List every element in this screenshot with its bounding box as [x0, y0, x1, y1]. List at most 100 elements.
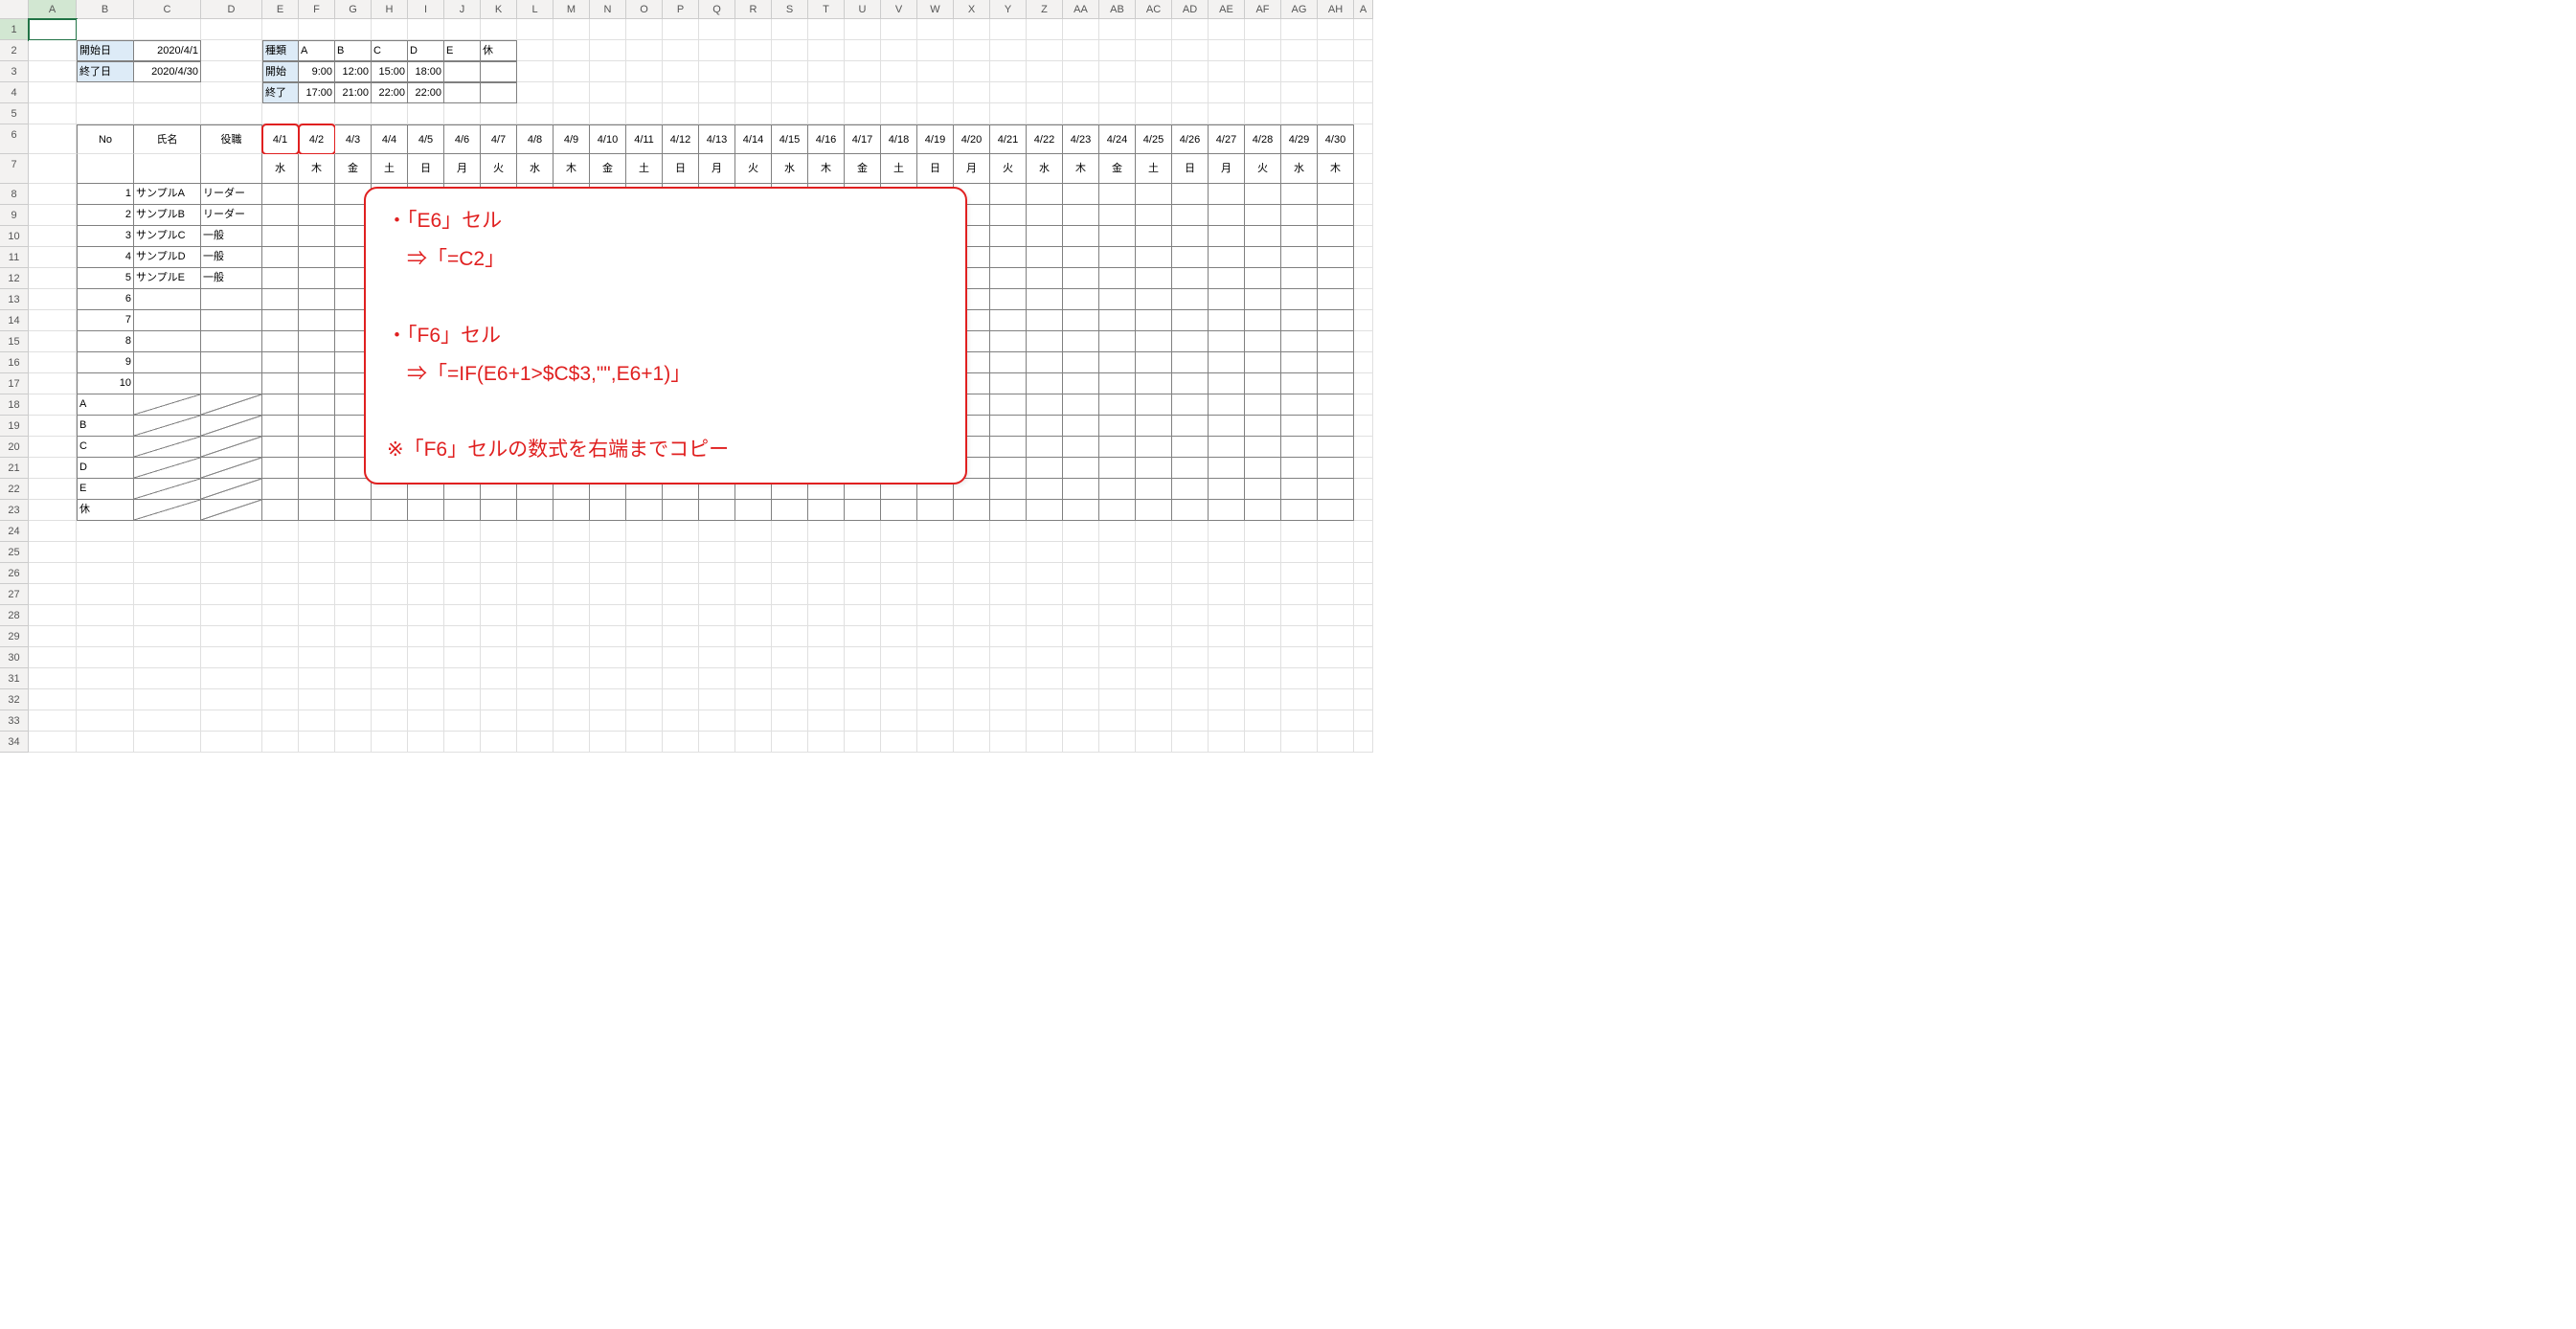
cell[interactable]	[1027, 437, 1063, 458]
cell[interactable]	[990, 310, 1027, 331]
cell[interactable]	[1209, 710, 1245, 732]
cell[interactable]	[77, 82, 134, 103]
cell[interactable]	[134, 437, 201, 458]
cell[interactable]	[1354, 103, 1373, 124]
cell[interactable]	[1172, 479, 1209, 500]
cell[interactable]	[772, 542, 808, 563]
cell[interactable]	[262, 668, 299, 689]
cell[interactable]	[201, 373, 262, 394]
cell[interactable]	[134, 82, 201, 103]
cell[interactable]	[917, 710, 954, 732]
cell[interactable]	[1245, 82, 1281, 103]
cell[interactable]	[990, 289, 1027, 310]
cell[interactable]: 役職	[201, 124, 262, 154]
cell[interactable]	[1099, 542, 1136, 563]
cell[interactable]	[481, 19, 517, 40]
cell[interactable]	[77, 521, 134, 542]
cell[interactable]	[1172, 184, 1209, 205]
cell[interactable]	[590, 668, 626, 689]
cell[interactable]	[372, 689, 408, 710]
cell[interactable]	[517, 61, 554, 82]
cell[interactable]	[1354, 732, 1373, 753]
cell[interactable]	[1027, 61, 1063, 82]
cell[interactable]	[772, 605, 808, 626]
cell[interactable]	[1318, 205, 1354, 226]
cell[interactable]	[881, 103, 917, 124]
cell[interactable]	[1063, 647, 1099, 668]
cell[interactable]	[845, 103, 881, 124]
cell[interactable]	[444, 82, 481, 103]
cell[interactable]	[1209, 19, 1245, 40]
cell[interactable]	[481, 61, 517, 82]
cell[interactable]	[335, 19, 372, 40]
col-header[interactable]: W	[917, 0, 954, 19]
cell[interactable]	[517, 40, 554, 61]
cell[interactable]	[1245, 605, 1281, 626]
cell[interactable]	[335, 732, 372, 753]
cell[interactable]	[1209, 458, 1245, 479]
cell[interactable]	[1027, 479, 1063, 500]
cell[interactable]	[735, 626, 772, 647]
cell[interactable]	[1136, 310, 1172, 331]
cell[interactable]	[299, 605, 335, 626]
cell[interactable]	[663, 40, 699, 61]
cell[interactable]	[134, 605, 201, 626]
cell[interactable]	[299, 437, 335, 458]
cell[interactable]	[134, 103, 201, 124]
cell[interactable]: 氏名	[134, 124, 201, 154]
row-header[interactable]: 1	[0, 19, 29, 40]
cell[interactable]	[134, 689, 201, 710]
cell[interactable]	[262, 563, 299, 584]
cell[interactable]	[1063, 500, 1099, 521]
cell[interactable]: 4/15	[772, 124, 808, 154]
cell[interactable]	[444, 710, 481, 732]
cell[interactable]	[77, 626, 134, 647]
cell[interactable]	[517, 605, 554, 626]
cell[interactable]: 4/3	[335, 124, 372, 154]
cell[interactable]	[262, 416, 299, 437]
cell[interactable]	[299, 689, 335, 710]
cell[interactable]	[1318, 184, 1354, 205]
cell[interactable]: A	[77, 394, 134, 416]
col-header[interactable]: N	[590, 0, 626, 19]
cell[interactable]: 終了	[262, 82, 299, 103]
col-header[interactable]: H	[372, 0, 408, 19]
cell[interactable]: 4/14	[735, 124, 772, 154]
cell[interactable]	[134, 647, 201, 668]
cell[interactable]	[1281, 268, 1318, 289]
cell[interactable]: 一般	[201, 268, 262, 289]
row-header[interactable]: 27	[0, 584, 29, 605]
cell[interactable]	[335, 605, 372, 626]
cell[interactable]	[262, 479, 299, 500]
cell[interactable]	[1063, 184, 1099, 205]
cell[interactable]	[408, 732, 444, 753]
cell[interactable]	[1136, 247, 1172, 268]
col-header[interactable]: B	[77, 0, 134, 19]
cell[interactable]	[29, 40, 77, 61]
cell[interactable]	[29, 689, 77, 710]
cell[interactable]	[1245, 668, 1281, 689]
cell[interactable]	[626, 500, 663, 521]
cell[interactable]	[808, 521, 845, 542]
cell[interactable]	[1318, 61, 1354, 82]
cell[interactable]	[29, 184, 77, 205]
col-header[interactable]: U	[845, 0, 881, 19]
cell[interactable]	[262, 458, 299, 479]
cell[interactable]	[626, 542, 663, 563]
cell[interactable]	[408, 626, 444, 647]
row-header[interactable]: 6	[0, 124, 29, 154]
cell[interactable]	[772, 563, 808, 584]
cell[interactable]	[517, 710, 554, 732]
cell[interactable]	[201, 500, 262, 521]
cell[interactable]	[808, 626, 845, 647]
cell[interactable]	[372, 563, 408, 584]
cell[interactable]	[444, 542, 481, 563]
cell[interactable]	[1063, 61, 1099, 82]
cell[interactable]	[1281, 668, 1318, 689]
cell[interactable]	[29, 394, 77, 416]
cell[interactable]	[1209, 394, 1245, 416]
cell[interactable]	[1172, 732, 1209, 753]
cell[interactable]	[1136, 458, 1172, 479]
cell[interactable]	[663, 61, 699, 82]
cell[interactable]	[1027, 268, 1063, 289]
